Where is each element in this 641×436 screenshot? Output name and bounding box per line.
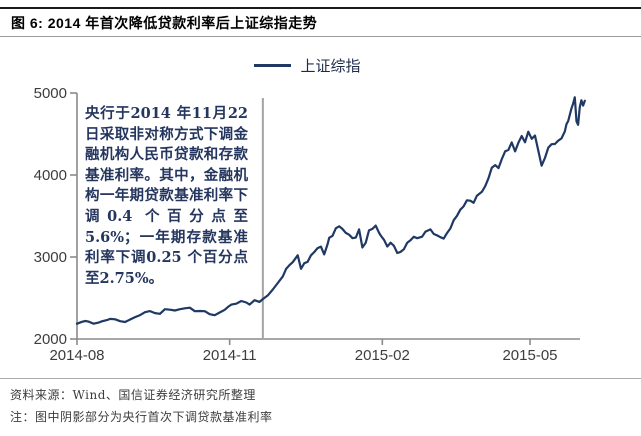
y-tick-label: 5000 [34, 85, 67, 102]
figure-title: 图 6: 2014 年首次降低贷款利率后上证综指走势 [11, 15, 318, 31]
x-tick-label: 2014-08 [49, 347, 104, 364]
data-source-note: 资料来源：Wind、国信证券经济研究所整理 [10, 388, 256, 402]
footer-divider [0, 378, 641, 379]
sse-index-series-line [75, 96, 586, 325]
y-tick-label: 3000 [34, 249, 67, 266]
chart-legend: 上证综指 [0, 55, 628, 75]
sse-index-chart: 2000 3000 4000 5000 2014-08 2014-11 2015-02 201… [34, 85, 586, 364]
figure-note: 注：图中阴影部分为央行首次下调贷款基准利率 [10, 410, 273, 424]
legend-line-swatch [254, 63, 292, 67]
top-divider [0, 7, 641, 9]
y-tick-label: 4000 [34, 167, 67, 184]
rate-cut-annotation: 央行于2014 年11月22日采取非对称方式下调金融机构人民币贷款和存款基准利率… [85, 105, 248, 287]
y-tick-label: 2000 [34, 331, 67, 348]
legend-series-label: 上证综指 [300, 56, 361, 75]
x-tick-label: 2014-11 [203, 347, 257, 364]
title-divider [0, 36, 641, 37]
x-tick-label: 2015-02 [355, 347, 410, 364]
x-tick-label: 2015-05 [502, 347, 557, 364]
